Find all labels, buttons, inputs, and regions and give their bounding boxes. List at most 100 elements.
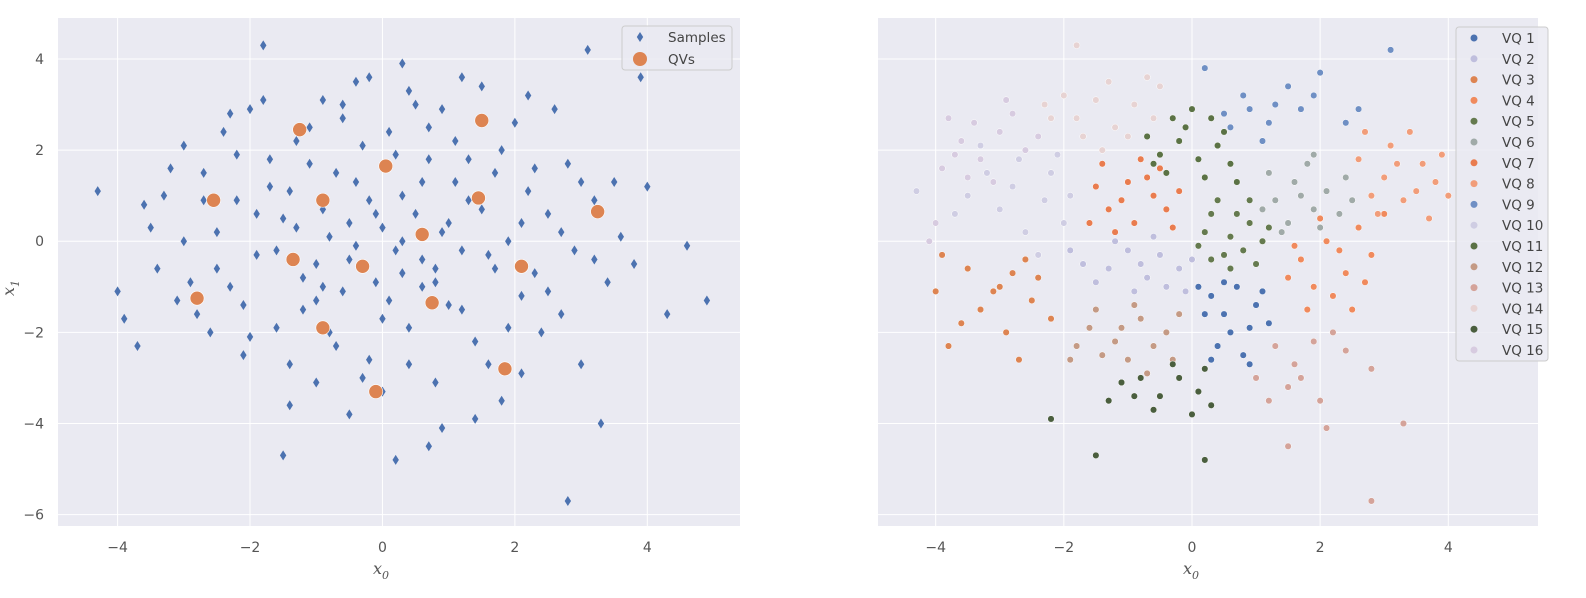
vq-point: [1367, 497, 1375, 505]
sample-point: [260, 95, 267, 106]
vq-point: [1034, 274, 1042, 282]
vq-point: [1105, 78, 1113, 86]
vq-point: [1258, 137, 1267, 145]
vq-point: [1201, 456, 1209, 464]
vq-point: [1137, 315, 1145, 323]
sample-point: [339, 286, 346, 297]
sample-point: [246, 104, 254, 115]
vq-point: [1098, 160, 1106, 168]
vq-point: [1335, 210, 1343, 218]
qv-point: [414, 227, 430, 242]
vq-point: [1284, 274, 1292, 282]
legend-label: VQ 6: [1502, 135, 1535, 151]
vq-point: [1092, 278, 1100, 286]
vq-point: [976, 142, 985, 150]
sample-point: [399, 268, 406, 279]
vq-point: [976, 155, 985, 163]
vq-point: [1220, 251, 1228, 259]
sample-point: [299, 304, 307, 315]
vq-point: [1355, 224, 1363, 232]
vq-point: [1214, 342, 1222, 350]
vq-point: [1092, 96, 1100, 104]
vq-point: [1021, 228, 1029, 236]
vq-point: [1149, 114, 1158, 122]
legend-marker: [1470, 180, 1478, 188]
sample-point: [511, 117, 519, 128]
sample-point: [544, 208, 552, 219]
sample-point: [339, 113, 346, 124]
sample-point: [412, 99, 419, 110]
vq-point: [1387, 46, 1395, 54]
qv-point: [315, 192, 331, 208]
sample-point: [339, 99, 346, 110]
vq-point: [1111, 123, 1119, 131]
qv-point: [424, 295, 440, 311]
vq-point: [957, 137, 965, 145]
vq-point: [1431, 178, 1440, 186]
sample-point: [637, 72, 644, 83]
qv-point: [292, 122, 307, 137]
series-3: [932, 251, 1055, 364]
vq-point: [1207, 356, 1215, 364]
vq-point: [1316, 69, 1324, 77]
legend-marker: [1470, 284, 1478, 292]
vq-point: [1060, 91, 1068, 100]
sample-point: [610, 177, 618, 188]
vq-point: [1393, 160, 1401, 168]
vq-point: [1355, 105, 1363, 113]
vq-point: [1310, 151, 1318, 159]
sample-point: [471, 413, 479, 424]
sample-point: [505, 322, 512, 333]
sample-point: [233, 149, 240, 160]
vq-point: [1111, 337, 1119, 346]
vq-point: [1226, 233, 1234, 241]
sample-point: [366, 195, 373, 206]
sample-point: [200, 167, 207, 178]
vq-point: [1310, 337, 1318, 346]
legend-marker: [1470, 242, 1478, 250]
sample-point: [571, 245, 578, 256]
legend-label: QVs: [668, 52, 695, 68]
x-tick-label: 0: [1188, 540, 1197, 556]
sample-point: [438, 423, 446, 434]
sample-point: [458, 245, 466, 256]
vq-point: [1322, 237, 1331, 245]
vq-point: [1201, 365, 1209, 373]
sample-point: [703, 295, 711, 306]
vq-point: [996, 205, 1004, 213]
sample-point: [438, 227, 446, 238]
x-tick-label: −2: [1054, 540, 1075, 556]
y-tick-label: −2: [23, 325, 44, 341]
legend-marker: [1470, 221, 1478, 229]
vq-point: [1348, 306, 1356, 314]
legend-label: VQ 15: [1502, 322, 1543, 338]
vq-point: [1265, 319, 1273, 327]
x-tick-label: 4: [1444, 540, 1453, 556]
sample-point: [246, 331, 254, 342]
sample-point: [180, 140, 188, 151]
vq-point: [1066, 192, 1074, 200]
vq-point: [1284, 82, 1292, 90]
series-13: [1252, 328, 1407, 505]
vq-point: [1438, 151, 1446, 159]
vq-point: [951, 151, 959, 159]
vq-point: [1290, 360, 1299, 368]
vq-point: [996, 128, 1004, 136]
qv-point: [497, 361, 513, 377]
sample-point: [379, 222, 386, 233]
legend-label: VQ 3: [1502, 73, 1535, 89]
sample-point: [352, 240, 360, 251]
sample-point: [385, 295, 393, 306]
sample-point: [167, 163, 174, 174]
vq-point: [1162, 328, 1170, 336]
vq-point: [964, 192, 972, 200]
vq-point: [1380, 173, 1388, 182]
vq-point: [1265, 119, 1273, 127]
vq-point: [1182, 287, 1190, 295]
series-9: [1201, 46, 1395, 145]
sample-point: [266, 181, 274, 192]
vq-point: [1387, 142, 1395, 150]
sample-point: [286, 400, 293, 411]
